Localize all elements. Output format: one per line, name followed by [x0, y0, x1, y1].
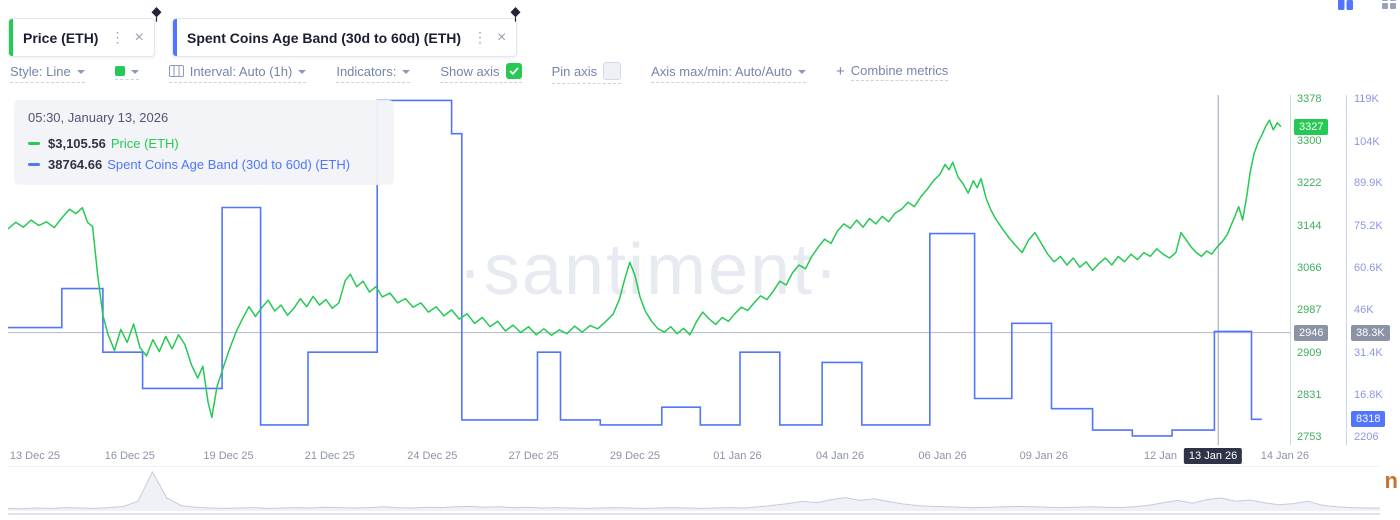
chart-tooltip: 05:30, January 13, 2026 $3,105.56 Price …	[14, 100, 394, 185]
x-axis-label: 13 Dec 25	[9, 450, 60, 462]
tab-options-kebab-icon[interactable]: ⋮	[473, 29, 488, 45]
tooltip-price-value: $3,105.56	[48, 136, 106, 151]
chart-toolbar: Style: Line Interval: Auto (1h) Indicato…	[10, 62, 949, 84]
style-selector[interactable]: Style: Line	[10, 64, 85, 83]
axis-tick: 89.9K	[1354, 177, 1383, 190]
tab-accent-bar	[173, 19, 177, 56]
axis-tick: 16.8K	[1354, 388, 1383, 401]
axis-tick: 3300	[1297, 135, 1322, 148]
axis-tick: 2987	[1297, 304, 1322, 317]
eth-diamond-marker-icon	[510, 7, 521, 27]
spent-coins-series-dash-icon	[28, 163, 40, 166]
tooltip-spent-coins-label: Spent Coins Age Band (30d to 60d) (ETH)	[107, 157, 351, 172]
indicators-selector[interactable]: Indicators:	[336, 63, 411, 83]
axis-tick: 3066	[1297, 261, 1322, 274]
tooltip-price-label: Price (ETH)	[110, 136, 179, 151]
main-chart[interactable]	[8, 95, 1290, 445]
tooltip-timestamp: 05:30, January 13, 2026	[28, 110, 169, 125]
tab-accent-bar	[9, 19, 13, 56]
tooltip-row-price: $3,105.56 Price (ETH)	[28, 136, 380, 151]
axis-maxmin-label: Axis max/min: Auto/Auto	[651, 63, 792, 79]
brand-fragment: n	[1384, 468, 1398, 493]
pin-axis-toggle[interactable]: Pin axis	[551, 62, 622, 84]
tab-label: Price (ETH)	[23, 29, 99, 46]
axis-tick: 104K	[1354, 136, 1380, 149]
axis-value-badge: 8318	[1351, 411, 1386, 428]
chevron-down-icon	[402, 70, 411, 74]
tab-close-icon[interactable]: ×	[134, 28, 144, 46]
x-axis-label: 01 Jan 26	[713, 450, 762, 462]
axis-tick: 2909	[1297, 346, 1322, 359]
chevron-down-icon	[298, 70, 307, 74]
show-axis-toggle[interactable]: Show axis	[440, 63, 522, 83]
navigator-svg[interactable]	[7, 467, 1380, 511]
price-axis-line	[1290, 95, 1291, 445]
combine-metrics-label: Combine metrics	[850, 63, 949, 81]
axis-tick: 3222	[1297, 177, 1322, 190]
x-axis-label: 14 Jan 26	[1260, 450, 1310, 462]
price-series-dash-icon	[28, 142, 40, 145]
x-axis-label: 16 Dec 25	[104, 450, 155, 462]
axis-tick: 3144	[1297, 219, 1322, 232]
axis-tick: 119K	[1354, 93, 1379, 105]
indicators-selector-label: Indicators:	[336, 63, 397, 79]
x-axis-label: 19 Dec 25	[203, 450, 254, 462]
main-chart-svg[interactable]	[8, 95, 1290, 445]
chart-layout-icon[interactable]	[1337, 0, 1354, 16]
interval-selector[interactable]: Interval: Auto (1h)	[168, 63, 307, 83]
metric-tab-price[interactable]: Price (ETH) ⋮ ×	[8, 18, 155, 57]
interval-selector-label: Interval: Auto (1h)	[189, 63, 293, 79]
chevron-down-icon	[130, 70, 139, 74]
x-axis-label: 24 Dec 25	[407, 450, 458, 462]
axis-tick: 2753	[1297, 431, 1322, 443]
show-axis-label: Show axis	[440, 63, 500, 79]
axis-tick: 75.2K	[1354, 219, 1383, 232]
x-axis-label: 06 Jan 26	[918, 450, 967, 462]
x-axis-label: 27 Dec 25	[508, 450, 559, 462]
x-axis-label: 12 Jan	[1144, 450, 1178, 462]
tooltip-spent-coins-value: 38764.66	[48, 157, 103, 172]
axis-tick: 46K	[1354, 304, 1374, 317]
volume-axis-line	[1346, 95, 1347, 445]
pin-axis-label: Pin axis	[551, 63, 598, 79]
combine-metrics-button[interactable]: + Combine metrics	[836, 63, 949, 84]
tab-label: Spent Coins Age Band (30d to 60d) (ETH)	[187, 29, 462, 46]
axis-tick: 31.4K	[1354, 346, 1383, 359]
chevron-down-icon	[798, 70, 806, 74]
x-axis-label: 29 Dec 25	[609, 450, 660, 462]
metric-color-swatch	[114, 66, 125, 76]
axis-value-badge: 2946	[1294, 324, 1329, 341]
axis-value-badge: 38.3K	[1351, 324, 1390, 341]
volume-axis[interactable]: 119K 104K 89.9K 75.2K 60.6K 46K 31.4K 16.8K 2206…	[1350, 93, 1398, 445]
x-axis-label: 04 Jan 26	[815, 450, 865, 462]
axis-tick: 2831	[1297, 388, 1322, 401]
grid-settings-icon[interactable]	[1381, 0, 1397, 15]
chevron-down-icon	[76, 70, 85, 74]
tab-close-icon[interactable]: ×	[497, 28, 507, 46]
x-axis-label: 09 Jan 26	[1019, 450, 1069, 462]
eth-diamond-marker-icon	[151, 7, 162, 27]
interval-icon	[168, 65, 184, 77]
axis-maxmin-selector[interactable]: Axis max/min: Auto/Auto	[651, 64, 806, 83]
x-axis-date-badge: 13 Jan 26	[1183, 448, 1243, 464]
style-selector-label: Style: Line	[10, 63, 71, 79]
x-axis-label: 21 Dec 25	[304, 450, 355, 462]
plus-icon: +	[836, 63, 845, 80]
tab-options-kebab-icon[interactable]: ⋮	[110, 29, 125, 45]
axis-tick: 3378	[1297, 93, 1322, 105]
price-axis[interactable]: 3378 3300 3222 3144 3066 2987 2909 2831 2753 3327…	[1293, 93, 1341, 445]
tooltip-row-spent-coins: 38764.66 Spent Coins Age Band (30d to 60…	[28, 157, 380, 172]
show-axis-checkbox[interactable]	[505, 63, 522, 79]
axis-tick: 2206	[1354, 431, 1379, 443]
pin-axis-checkbox[interactable]	[603, 62, 622, 80]
axis-value-badge: 3327	[1294, 118, 1329, 135]
timeline-navigator[interactable]	[7, 466, 1380, 515]
color-swatch-selector[interactable]	[114, 66, 139, 80]
x-axis: 13 Dec 25 16 Dec 25 19 Dec 25 21 Dec 25 24 D…	[8, 448, 1309, 466]
axis-tick: 60.6K	[1354, 262, 1383, 274]
metric-tab-spent-coins[interactable]: Spent Coins Age Band (30d to 60d) (ETH) …	[172, 18, 518, 57]
